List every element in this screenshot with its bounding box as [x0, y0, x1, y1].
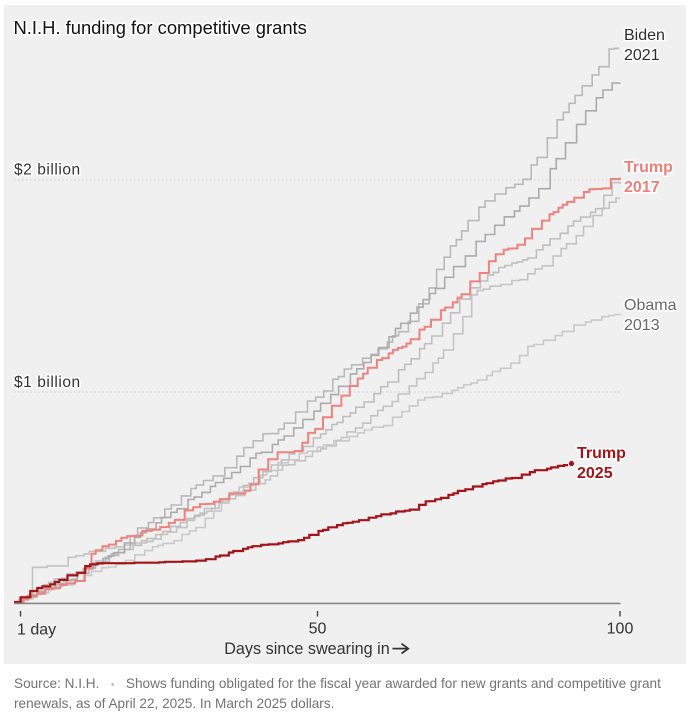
svg-text:2017: 2017: [624, 179, 660, 196]
svg-text:2013: 2013: [624, 317, 660, 334]
svg-text:Trump: Trump: [624, 159, 673, 176]
svg-text:100: 100: [607, 621, 634, 638]
svg-text:Biden: Biden: [624, 27, 665, 44]
svg-text:50: 50: [309, 621, 327, 638]
svg-text:$1 billion: $1 billion: [14, 374, 81, 391]
svg-text:renewals, as of April 22, 2025: renewals, as of April 22, 2025. In March…: [14, 696, 334, 711]
svg-text:Source: N.I.H. • Shows fun: Source: N.I.H. • Shows funding obligated…: [14, 676, 661, 691]
svg-text:Trump: Trump: [577, 445, 626, 462]
svg-text:Days since swearing in: Days since swearing in: [224, 640, 390, 658]
svg-text:Obama: Obama: [624, 297, 677, 314]
svg-text:1 day: 1 day: [17, 622, 56, 639]
svg-text:$2 billion: $2 billion: [14, 162, 81, 179]
svg-text:N.I.H. funding for competitive: N.I.H. funding for competitive grants: [14, 17, 307, 38]
svg-text:2025: 2025: [577, 465, 613, 482]
svg-text:2021: 2021: [624, 47, 660, 64]
